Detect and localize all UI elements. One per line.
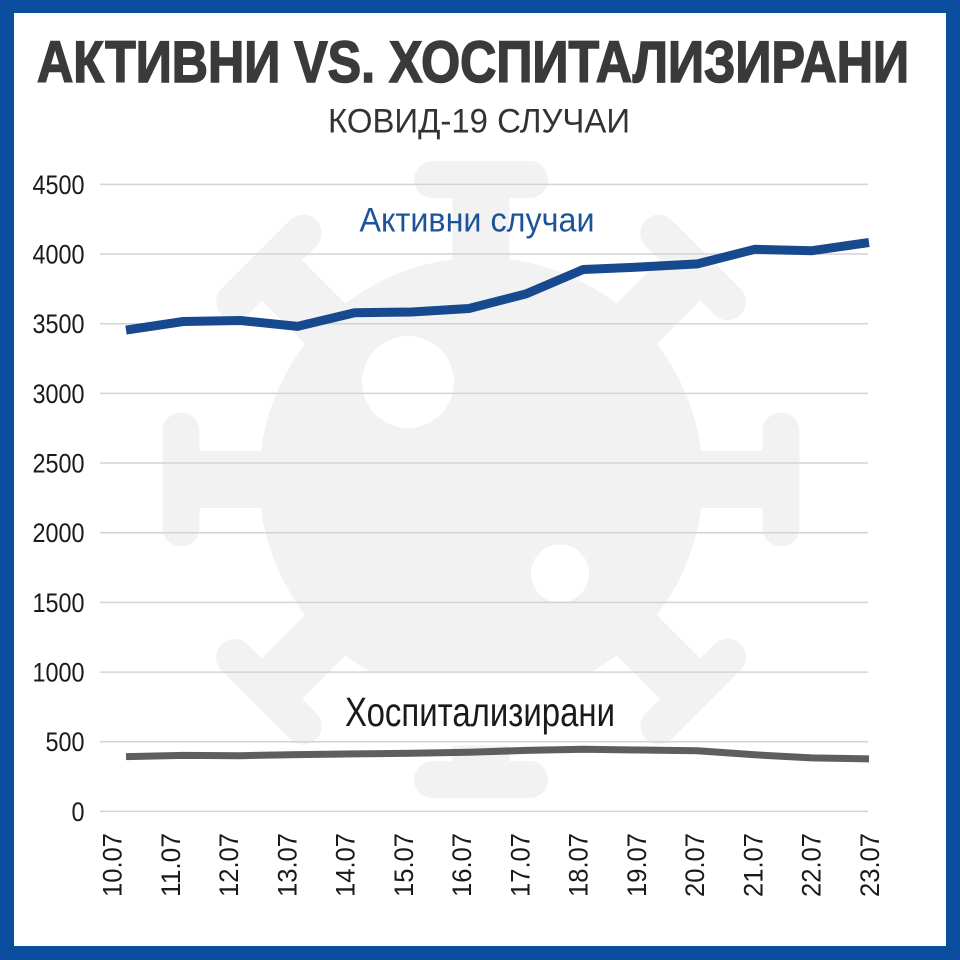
svg-text:15.07: 15.07 <box>389 833 419 897</box>
svg-text:22.07: 22.07 <box>797 833 827 897</box>
svg-text:3500: 3500 <box>33 309 85 339</box>
svg-text:2000: 2000 <box>33 518 85 548</box>
svg-text:19.07: 19.07 <box>622 833 652 897</box>
svg-text:21.07: 21.07 <box>738 833 768 897</box>
svg-text:2500: 2500 <box>33 449 85 479</box>
svg-text:Активни случаи: Активни случаи <box>360 202 595 240</box>
svg-text:23.07: 23.07 <box>855 833 885 897</box>
svg-text:АКТИВНИ VS. ХОСПИТАЛИЗИРАНИ: АКТИВНИ VS. ХОСПИТАЛИЗИРАНИ <box>37 30 909 95</box>
svg-text:3000: 3000 <box>33 379 85 409</box>
svg-text:16.07: 16.07 <box>447 833 477 897</box>
svg-text:Хоспитализирани: Хоспитализирани <box>345 689 615 735</box>
svg-text:11.07: 11.07 <box>156 833 186 897</box>
svg-text:10.07: 10.07 <box>98 833 128 897</box>
svg-text:КОВИД-19 СЛУЧАИ: КОВИД-19 СЛУЧАИ <box>328 103 630 141</box>
svg-text:0: 0 <box>72 797 85 827</box>
svg-text:500: 500 <box>46 727 85 757</box>
svg-text:14.07: 14.07 <box>331 833 361 897</box>
svg-text:17.07: 17.07 <box>505 833 535 897</box>
svg-text:12.07: 12.07 <box>214 833 244 897</box>
svg-text:13.07: 13.07 <box>272 833 302 897</box>
svg-text:4000: 4000 <box>33 240 85 270</box>
svg-text:4500: 4500 <box>33 170 85 200</box>
svg-text:1500: 1500 <box>33 588 85 618</box>
svg-text:18.07: 18.07 <box>564 833 594 897</box>
svg-text:1000: 1000 <box>33 658 85 688</box>
svg-text:20.07: 20.07 <box>680 833 710 897</box>
